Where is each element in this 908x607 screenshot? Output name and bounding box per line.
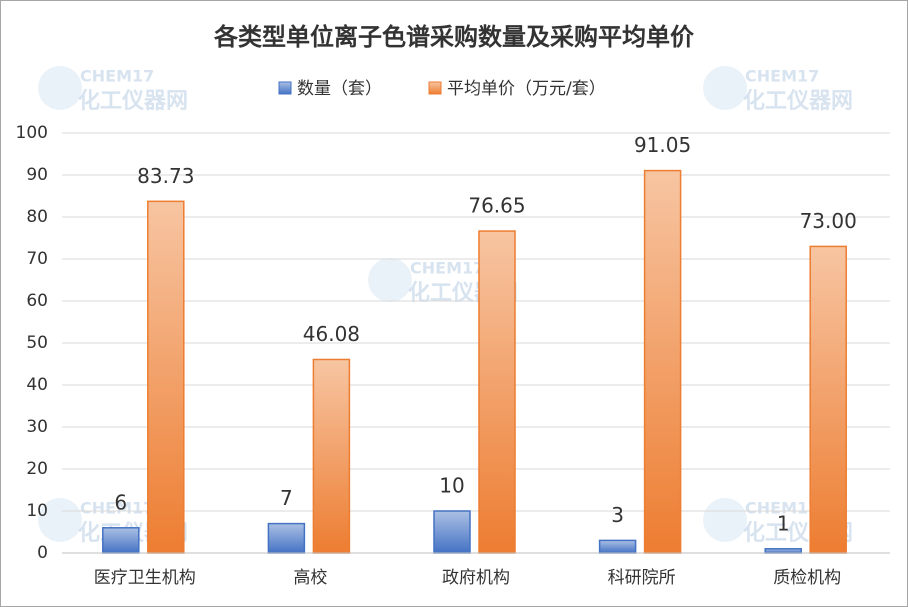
data-label: 6	[114, 490, 127, 514]
watermark: CHEM17	[410, 259, 484, 278]
bar	[478, 230, 516, 554]
x-tick-label: 政府机构	[442, 568, 510, 588]
bar	[598, 539, 637, 554]
y-tick-label: 60	[26, 291, 48, 311]
x-tick-label: 质检机构	[773, 568, 841, 588]
data-label: 46.08	[303, 322, 360, 346]
data-label: 76.65	[468, 194, 525, 218]
legend-swatch	[428, 81, 442, 95]
watermark-logo	[38, 498, 82, 542]
y-tick-label: 50	[26, 333, 48, 353]
data-label: 83.73	[137, 164, 194, 188]
x-tick-label: 科研院所	[608, 568, 676, 588]
y-tick-label: 100	[16, 123, 48, 143]
bar	[312, 358, 351, 554]
watermark: 化工仪器网	[743, 88, 853, 114]
bar	[809, 245, 847, 554]
data-label: 1	[777, 511, 790, 535]
y-tick-label: 20	[26, 459, 48, 479]
bar	[643, 169, 682, 554]
watermark: 化工仪器网	[78, 88, 188, 114]
y-tick-label: 0	[37, 543, 48, 563]
x-tick-label: 高校	[293, 568, 327, 588]
y-tick-label: 80	[26, 207, 48, 227]
legend-label: 数量（套）	[297, 79, 382, 99]
x-tick-label: 医疗卫生机构	[94, 568, 196, 588]
bar	[102, 527, 140, 554]
data-label: 7	[280, 486, 293, 510]
y-tick-label: 30	[26, 417, 48, 437]
y-tick-label: 70	[26, 249, 48, 269]
watermark: CHEM17	[80, 67, 154, 86]
watermark: CHEM17	[745, 67, 819, 86]
bar	[267, 522, 306, 554]
watermark: CHEM17	[745, 499, 819, 518]
watermark-logo	[703, 498, 747, 542]
chart-title: 各类型单位离子色谱采购数量及采购平均单价	[213, 23, 695, 51]
bar	[147, 200, 185, 554]
watermark: CHEM17	[80, 499, 154, 518]
watermark-logo	[703, 66, 747, 110]
data-label: 10	[439, 474, 464, 498]
legend-swatch	[278, 81, 292, 95]
bar	[433, 510, 471, 554]
bar	[764, 548, 802, 554]
legend-label: 平均单价（万元/套）	[447, 79, 606, 99]
data-label: 73.00	[800, 209, 857, 233]
y-tick-label: 40	[26, 375, 48, 395]
watermark-logo	[368, 258, 412, 302]
y-tick-label: 10	[26, 501, 48, 521]
data-label: 3	[611, 503, 624, 527]
y-tick-label: 90	[26, 165, 48, 185]
data-label: 91.05	[634, 133, 691, 157]
watermark-logo	[38, 66, 82, 110]
